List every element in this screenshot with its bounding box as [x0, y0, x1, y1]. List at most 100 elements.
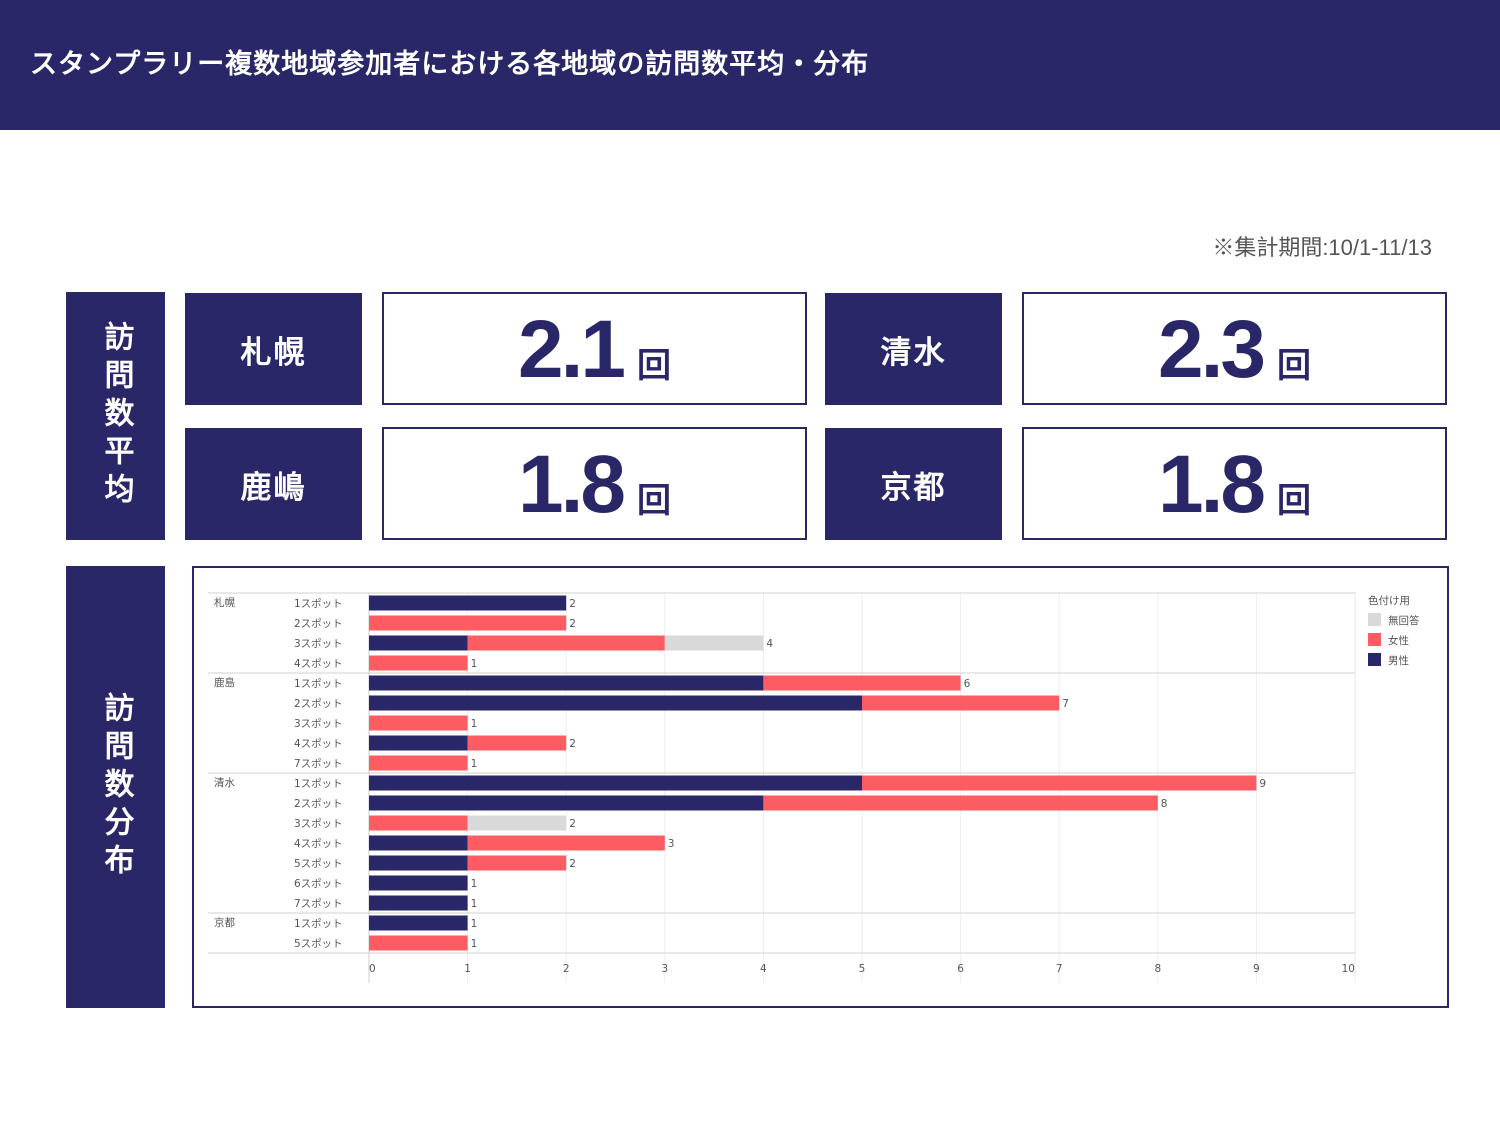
- region-label-shimizu: 清水: [825, 293, 1002, 405]
- spot-row-label: 5スポット: [294, 858, 343, 870]
- bar-segment: [369, 915, 468, 931]
- bar-total-label: 3: [668, 838, 675, 850]
- average-value-shimizu: 2.3 回: [1022, 292, 1447, 405]
- region-label-sapporo: 札幌: [185, 293, 362, 405]
- spot-row-label: 1スポット: [294, 918, 343, 930]
- bar-segment: [467, 855, 567, 871]
- region-row-label: 京都: [214, 916, 235, 929]
- bar-segment: [369, 655, 468, 671]
- period-note: ※集計期間:10/1-11/13: [1212, 235, 1432, 260]
- bar-segment: [467, 635, 665, 651]
- bar-segment: [369, 875, 468, 891]
- x-tick-label: 7: [1056, 963, 1063, 975]
- bar-total-label: 1: [471, 718, 478, 730]
- header-bar: スタンプラリー複数地域参加者における各地域の訪問数平均・分布: [0, 0, 1500, 130]
- bar-total-label: 9: [1259, 778, 1266, 790]
- bar-segment: [862, 775, 1257, 791]
- bar-total-label: 1: [471, 878, 478, 890]
- x-tick-label: 10: [1342, 963, 1355, 975]
- spot-row-label: 6スポット: [294, 878, 343, 890]
- legend-label: 無回答: [1388, 614, 1420, 627]
- bar-total-label: 6: [964, 678, 971, 690]
- x-tick-label: 5: [859, 963, 866, 975]
- bar-total-label: 2: [569, 598, 576, 610]
- bar-segment: [369, 855, 468, 871]
- spot-row-label: 1スポット: [294, 598, 343, 610]
- region-row-label: 清水: [214, 776, 235, 789]
- bar-total-label: 1: [471, 758, 478, 770]
- x-tick-label: 3: [661, 963, 668, 975]
- bar-segment: [369, 795, 764, 811]
- bar-total-label: 1: [471, 658, 478, 670]
- x-tick-label: 0: [369, 963, 376, 975]
- distribution-chart-frame: 0 1 2 3 4 5 6 7 8 9 10 札幌 1スポット 2 2スポット 2 3スポット 4 4スポット 1 鹿島…: [192, 566, 1449, 1008]
- bar-segment: [369, 775, 862, 791]
- bar-segment: [467, 815, 567, 831]
- average-section-label: 訪問数平均: [66, 292, 165, 540]
- bar-total-label: 1: [471, 898, 478, 910]
- bar-segment: [369, 675, 764, 691]
- bar-segment: [369, 635, 468, 651]
- bar-segment: [763, 675, 961, 691]
- bar-total-label: 1: [471, 918, 478, 930]
- average-section-label-text: 訪問数平均: [98, 321, 134, 511]
- x-tick-label: 4: [760, 963, 767, 975]
- bar-total-label: 2: [569, 818, 576, 830]
- average-unit: 回: [1277, 481, 1311, 521]
- spot-row-label: 2スポット: [294, 618, 343, 630]
- bar-total-label: 8: [1161, 798, 1168, 810]
- bar-segment: [862, 695, 1060, 711]
- bar-segment: [369, 835, 468, 851]
- x-tick-label: 1: [464, 963, 471, 975]
- average-unit: 回: [637, 481, 671, 521]
- x-tick-label: 8: [1154, 963, 1161, 975]
- bar-total-label: 7: [1062, 698, 1069, 710]
- spot-row-label: 7スポット: [294, 758, 343, 770]
- legend-label: 女性: [1388, 634, 1409, 647]
- legend-label: 男性: [1388, 654, 1409, 667]
- bar-total-label: 2: [569, 738, 576, 750]
- spot-row-label: 2スポット: [294, 798, 343, 810]
- average-number: 2.1: [518, 304, 626, 395]
- average-value-kyoto: 1.8 回: [1022, 427, 1447, 540]
- average-unit: 回: [637, 346, 671, 386]
- spot-row-label: 3スポット: [294, 638, 343, 650]
- spot-row-label: 1スポット: [294, 678, 343, 690]
- bar-total-label: 2: [569, 858, 576, 870]
- bar-segment: [763, 795, 1158, 811]
- region-label-kashima: 鹿嶋: [185, 428, 362, 540]
- x-tick-label: 6: [957, 963, 964, 975]
- bar-segment: [369, 715, 468, 731]
- spot-row-label: 3スポット: [294, 718, 343, 730]
- region-row-label: 鹿島: [214, 676, 235, 689]
- distribution-chart: 0 1 2 3 4 5 6 7 8 9 10 札幌 1スポット 2 2スポット 2 3スポット 4 4スポット 1 鹿島…: [208, 592, 1420, 983]
- legend-title: 色付け用: [1368, 594, 1410, 607]
- average-value-kashima: 1.8 回: [382, 427, 807, 540]
- bar-segment: [369, 615, 567, 631]
- bar-total-label: 2: [569, 618, 576, 630]
- legend-swatch: [1368, 633, 1381, 646]
- average-unit: 回: [1277, 346, 1311, 386]
- distribution-section-label-text: 訪問数分布: [98, 692, 134, 882]
- bar-segment: [369, 935, 468, 951]
- bar-segment: [369, 595, 567, 611]
- average-number: 1.8: [1158, 439, 1266, 530]
- spot-row-label: 3スポット: [294, 818, 343, 830]
- bar-segment: [369, 695, 862, 711]
- average-value-sapporo: 2.1 回: [382, 292, 807, 405]
- legend-swatch: [1368, 653, 1381, 666]
- spot-row-label: 4スポット: [294, 838, 343, 850]
- bar-segment: [369, 735, 468, 751]
- spot-row-label: 4スポット: [294, 658, 343, 670]
- region-row-label: 札幌: [214, 596, 235, 609]
- x-tick-label: 2: [563, 963, 570, 975]
- spot-row-label: 1スポット: [294, 778, 343, 790]
- bar-segment: [664, 635, 764, 651]
- legend-swatch: [1368, 613, 1381, 626]
- spot-row-label: 4スポット: [294, 738, 343, 750]
- spot-row-label: 7スポット: [294, 898, 343, 910]
- bar-segment: [467, 735, 567, 751]
- bar-segment: [369, 895, 468, 911]
- page-title: スタンプラリー複数地域参加者における各地域の訪問数平均・分布: [30, 49, 870, 80]
- average-number: 1.8: [518, 439, 626, 530]
